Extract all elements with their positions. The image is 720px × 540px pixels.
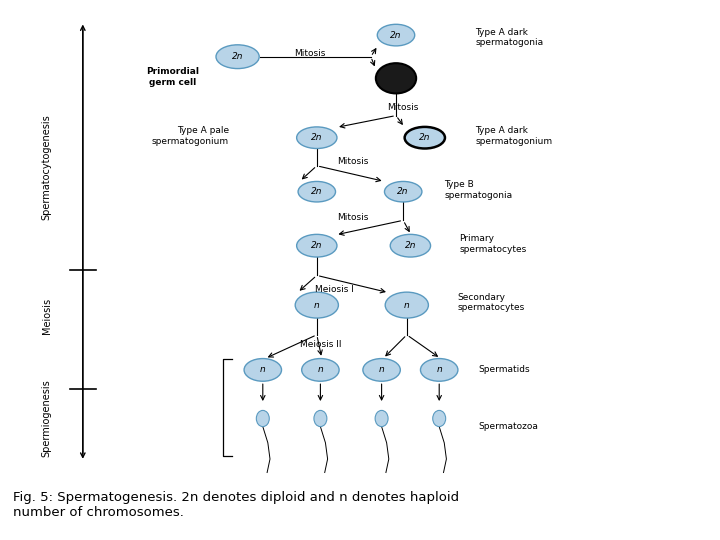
Text: Primary
spermatocytes: Primary spermatocytes xyxy=(459,234,526,254)
Text: Meiosis I: Meiosis I xyxy=(315,286,354,294)
Text: n: n xyxy=(404,301,410,309)
Ellipse shape xyxy=(244,359,282,381)
Ellipse shape xyxy=(314,410,327,427)
Text: n: n xyxy=(379,366,384,374)
Text: Secondary
spermatocytes: Secondary spermatocytes xyxy=(457,293,524,312)
Text: Meiosis II: Meiosis II xyxy=(300,340,341,349)
Text: Type A dark
spermatogonia: Type A dark spermatogonia xyxy=(475,28,544,48)
Text: 2n: 2n xyxy=(390,31,402,39)
Text: Meiosis: Meiosis xyxy=(42,298,52,334)
Ellipse shape xyxy=(295,292,338,318)
Ellipse shape xyxy=(385,292,428,318)
Text: Mitosis: Mitosis xyxy=(337,158,369,166)
Text: n: n xyxy=(436,366,442,374)
Text: Primordial
germ cell: Primordial germ cell xyxy=(146,68,199,87)
Text: n: n xyxy=(260,366,266,374)
Text: 2n: 2n xyxy=(311,187,323,196)
Ellipse shape xyxy=(433,410,446,427)
Ellipse shape xyxy=(298,181,336,202)
Ellipse shape xyxy=(384,181,422,202)
Text: Mitosis: Mitosis xyxy=(294,50,325,58)
Ellipse shape xyxy=(302,359,339,381)
Text: Mitosis: Mitosis xyxy=(337,213,369,221)
Ellipse shape xyxy=(256,410,269,427)
Ellipse shape xyxy=(420,359,458,381)
Text: n: n xyxy=(314,301,320,309)
Ellipse shape xyxy=(376,63,416,93)
Text: Spermatozoa: Spermatozoa xyxy=(479,422,539,431)
Text: n: n xyxy=(318,366,323,374)
Text: Type B
spermatogonia: Type B spermatogonia xyxy=(444,180,513,200)
Text: Type A pale
spermatogonium: Type A pale spermatogonium xyxy=(152,126,229,146)
Text: Spermatocytogenesis: Spermatocytogenesis xyxy=(42,114,52,220)
Ellipse shape xyxy=(390,234,431,257)
Text: 2n: 2n xyxy=(311,133,323,142)
Ellipse shape xyxy=(375,410,388,427)
Text: Type A dark
spermatogonium: Type A dark spermatogonium xyxy=(475,126,552,146)
Ellipse shape xyxy=(216,45,259,69)
Ellipse shape xyxy=(405,127,445,148)
Ellipse shape xyxy=(363,359,400,381)
Text: Spermatids: Spermatids xyxy=(479,366,531,374)
Text: 2n: 2n xyxy=(397,187,409,196)
Text: 2n: 2n xyxy=(419,133,431,142)
Text: 2n: 2n xyxy=(405,241,416,250)
Text: Spermiogenesis: Spermiogenesis xyxy=(42,380,52,457)
Ellipse shape xyxy=(377,24,415,46)
Text: Mitosis: Mitosis xyxy=(387,104,419,112)
Text: 2n: 2n xyxy=(311,241,323,250)
Ellipse shape xyxy=(297,127,337,148)
Text: Fig. 5: Spermatogenesis. 2n denotes diploid and n denotes haploid
number of chro: Fig. 5: Spermatogenesis. 2n denotes dipl… xyxy=(13,491,459,519)
Text: 2n: 2n xyxy=(232,52,243,61)
Ellipse shape xyxy=(297,234,337,257)
